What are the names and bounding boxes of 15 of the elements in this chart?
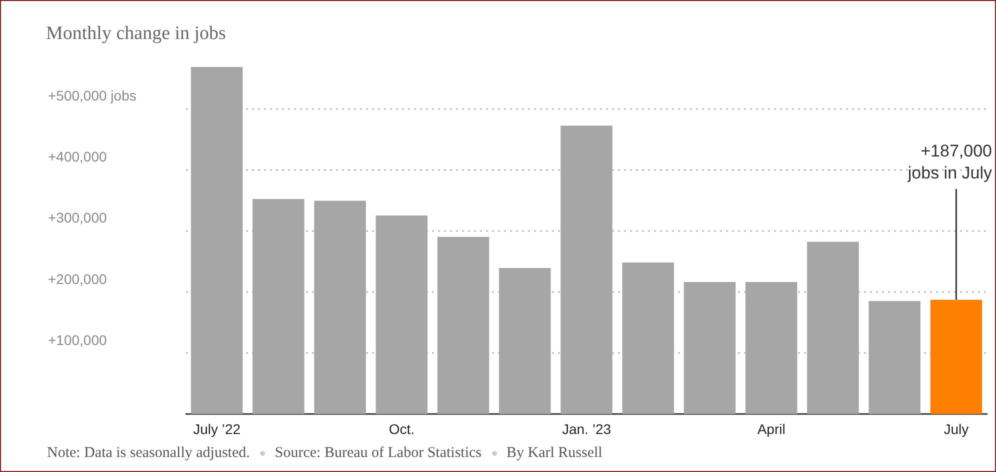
- y-tick-label: +500,000 jobs: [48, 88, 136, 104]
- annotation: +187,000 jobs in July: [906, 142, 992, 182]
- x-tick-label: April: [757, 421, 786, 437]
- y-tick-label: +300,000: [48, 210, 107, 226]
- source-note: Source: Bureau of Labor Statistics: [274, 445, 482, 461]
- x-tick-label: Jan. ’23: [562, 421, 612, 437]
- x-tick-label: Oct.: [388, 421, 414, 437]
- y-tick-label: +200,000: [48, 270, 107, 287]
- y-tick-label: +100,000: [48, 332, 107, 348]
- text: Note: Data is seasonally adjusted.: [47, 445, 250, 461]
- x-tick-label: July: [944, 421, 969, 437]
- text: By Karl Russell: [506, 445, 602, 461]
- chart-title: Monthly change in jobs: [46, 23, 226, 44]
- y-tick-label: +400,000: [48, 148, 107, 165]
- x-tick-label: July ’22: [193, 421, 241, 437]
